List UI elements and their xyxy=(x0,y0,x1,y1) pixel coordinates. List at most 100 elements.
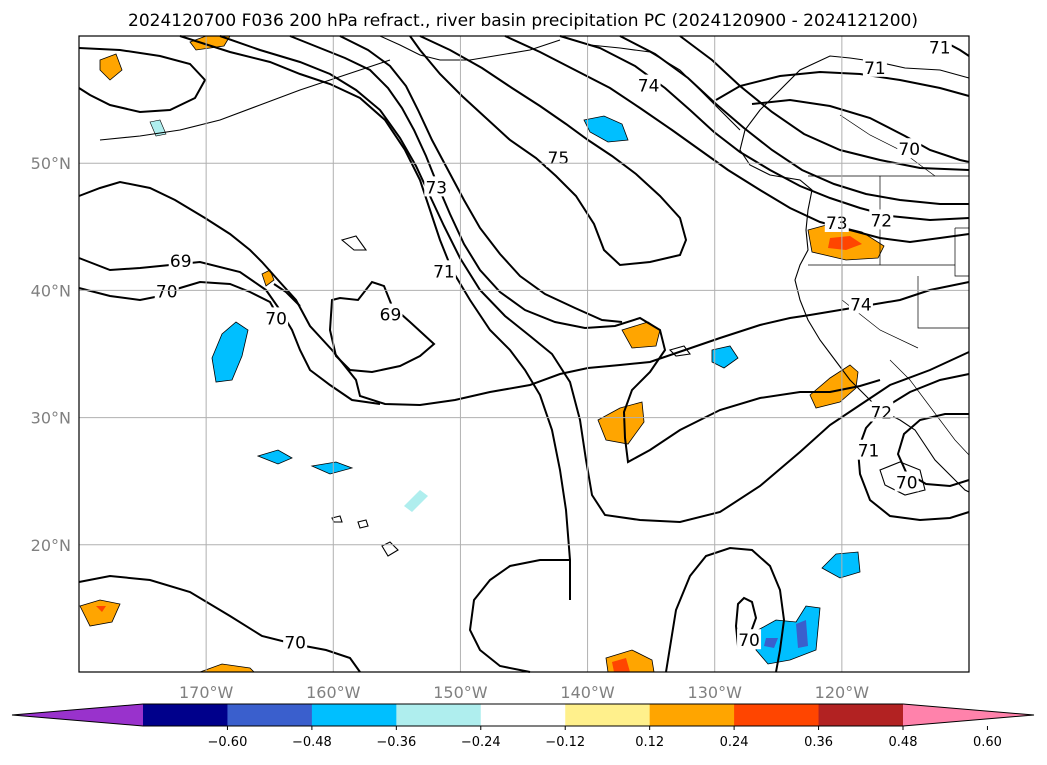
colorbar-tick-label: 0.60 xyxy=(973,735,1002,750)
contour-label-backdrop xyxy=(378,303,403,324)
negative-anomaly-patch xyxy=(755,605,821,665)
colorbar-tick-label: −0.36 xyxy=(376,735,416,750)
colorbar-segment xyxy=(227,704,313,726)
positive-anomaly-patch xyxy=(261,269,275,287)
map-plot-area: 69 70 70 69 71 73 75 74 71 70 73 72 74 72 71 70 70 70 71 xyxy=(78,35,970,673)
contour-label-backdrop xyxy=(869,401,894,422)
contour-label-backdrop xyxy=(168,250,193,271)
contour-label: 69 xyxy=(170,252,192,272)
colorbar-segment xyxy=(565,704,651,726)
positive-anomaly-patch xyxy=(809,364,859,409)
positive-anomaly-core xyxy=(828,236,862,250)
colorbar-segment xyxy=(734,704,820,726)
negative-anomaly-core xyxy=(764,638,778,648)
contour-label-backdrop xyxy=(856,439,881,460)
contour-label: 73 xyxy=(826,214,848,234)
negative-anomaly-patch xyxy=(211,321,249,383)
positive-anomaly-patch xyxy=(597,401,645,445)
positive-anomaly-patch xyxy=(189,35,231,51)
lon-tick-label: 130°W xyxy=(688,683,743,702)
precipitation-anomaly-fills xyxy=(79,35,885,673)
contour-label: 70 xyxy=(898,140,920,160)
lat-lon-gridlines xyxy=(79,36,969,672)
colorbar-tick-label: 0.24 xyxy=(720,735,749,750)
negative-anomaly-core xyxy=(796,620,808,648)
chart-title: 2024120700 F036 200 hPa refract., river … xyxy=(128,11,918,31)
contour-label: 72 xyxy=(870,211,892,231)
lon-tick-label: 150°W xyxy=(433,683,488,702)
contour-label: 70 xyxy=(284,634,306,654)
colorbar-tick-label: 0.36 xyxy=(804,735,833,750)
longitude-tick-labels: 170°W 160°W 150°W 140°W 130°W 120°W xyxy=(179,683,869,702)
negative-anomaly-patch xyxy=(256,449,293,465)
contour-label: 74 xyxy=(638,77,660,97)
lat-tick-label: 20°N xyxy=(31,536,71,555)
contour-label: 71 xyxy=(433,262,455,282)
negative-anomaly-patch xyxy=(149,119,167,137)
colorbar: −0.60 −0.48 −0.36 −0.24 −0.12 0.12 0.24 0.36 0.4… xyxy=(11,703,1035,750)
negative-anomaly-patch xyxy=(404,490,428,512)
contour-label: 70 xyxy=(156,283,178,303)
positive-anomaly-core xyxy=(96,606,106,612)
colorbar-segment xyxy=(396,704,482,726)
colorbar-tick-label: 0.12 xyxy=(635,735,664,750)
contour-label: 73 xyxy=(425,178,447,198)
contour-label-backdrop xyxy=(431,260,456,281)
contour-label: 70 xyxy=(738,631,760,651)
lat-tick-label: 30°N xyxy=(31,409,71,428)
contour-label-backdrop xyxy=(424,176,449,197)
contour-label: 71 xyxy=(929,38,951,58)
colorbar-segment xyxy=(480,704,566,726)
negative-anomaly-patch xyxy=(310,461,354,475)
contour-label: 71 xyxy=(864,59,886,79)
lon-tick-label: 160°W xyxy=(306,683,361,702)
lat-tick-label: 50°N xyxy=(31,154,71,173)
contour-label-backdrop xyxy=(636,74,661,95)
contour-label-backdrop xyxy=(546,147,571,168)
contour-labels: 69 70 70 69 71 73 75 74 71 70 73 72 74 72 71 70 70 70 71 xyxy=(154,36,952,654)
contour-label-backdrop xyxy=(824,211,849,232)
negative-anomaly-patch xyxy=(711,345,739,369)
colorbar-extend-min xyxy=(12,704,143,726)
negative-anomaly-patch xyxy=(821,551,861,579)
lon-tick-label: 170°W xyxy=(179,683,234,702)
contour-label: 74 xyxy=(850,295,872,315)
latitude-tick-labels: 20°N 30°N 40°N 50°N xyxy=(31,154,71,555)
lon-tick-label: 140°W xyxy=(560,683,615,702)
negative-anomaly-patch xyxy=(583,115,629,143)
contour-label-backdrop xyxy=(848,293,873,314)
positive-anomaly-patch xyxy=(99,53,123,81)
contour-label-backdrop xyxy=(869,209,894,230)
colorbar-tick-label: −0.12 xyxy=(545,735,585,750)
contour-label-backdrop xyxy=(264,307,289,328)
contour-label: 75 xyxy=(548,149,570,169)
contour-label: 71 xyxy=(858,442,880,462)
contour-label: 72 xyxy=(870,404,892,424)
colorbar-tick-label: −0.24 xyxy=(461,735,501,750)
contour-label-backdrop xyxy=(283,631,308,652)
refractivity-contours xyxy=(78,35,970,673)
lon-tick-label: 120°W xyxy=(815,683,870,702)
colorbar-segment xyxy=(143,704,228,726)
contour-label-backdrop xyxy=(927,36,952,57)
colorbar-tick-label: 0.48 xyxy=(889,735,918,750)
contour-label-backdrop xyxy=(897,138,922,159)
positive-anomaly-patch xyxy=(621,321,661,349)
contour-label-backdrop xyxy=(862,56,887,77)
colorbar-segment xyxy=(311,704,397,726)
positive-anomaly-patch xyxy=(79,599,121,627)
contour-label: 69 xyxy=(380,306,402,326)
contour-label: 70 xyxy=(265,309,287,329)
colorbar-tick-label: −0.48 xyxy=(292,735,332,750)
contour-label-backdrop xyxy=(737,629,762,650)
contour-label: 70 xyxy=(896,473,918,493)
lat-tick-label: 40°N xyxy=(31,281,71,300)
colorbar-extend-max xyxy=(903,704,1034,726)
colorbar-segment xyxy=(649,704,735,726)
positive-anomaly-core xyxy=(612,658,630,672)
colorbar-outline xyxy=(11,703,1035,727)
colorbar-tick-label: −0.60 xyxy=(208,735,248,750)
colorbar-segment xyxy=(818,704,904,726)
contour-label-backdrop xyxy=(894,471,919,492)
